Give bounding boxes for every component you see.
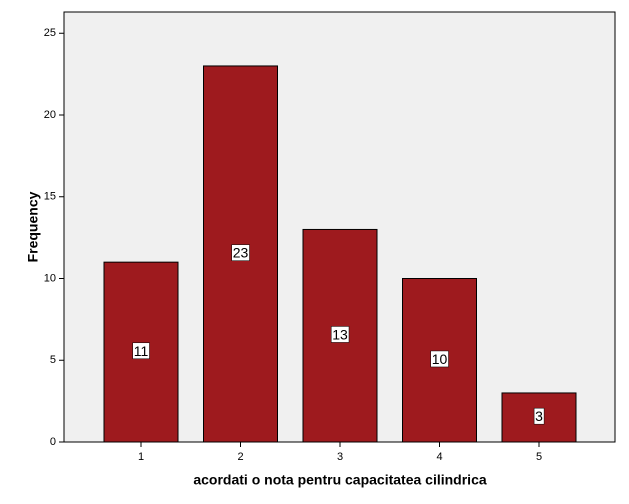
x-tick-label: 4 bbox=[436, 451, 442, 463]
x-tick-label: 2 bbox=[237, 451, 243, 463]
x-tick-label: 1 bbox=[138, 451, 144, 463]
data-label: 3 bbox=[535, 408, 543, 424]
data-label-box bbox=[430, 350, 449, 368]
y-axis-title: Frequency bbox=[25, 191, 41, 262]
y-tick-label: 10 bbox=[44, 272, 56, 284]
data-label: 13 bbox=[332, 326, 348, 342]
data-label-box bbox=[132, 342, 150, 360]
data-label: 23 bbox=[233, 245, 249, 261]
y-tick-label: 0 bbox=[50, 436, 56, 448]
x-tick-label: 5 bbox=[536, 451, 542, 463]
data-label-box bbox=[533, 407, 545, 425]
y-tick-label: 5 bbox=[50, 354, 56, 366]
data-label-box bbox=[330, 326, 350, 343]
data-label: 11 bbox=[134, 343, 149, 359]
y-tick-label: 15 bbox=[44, 191, 56, 203]
x-axis-title: acordati o nota pentru capacitatea cilin… bbox=[193, 472, 487, 488]
x-tick-label: 3 bbox=[337, 451, 343, 463]
data-label-box bbox=[231, 244, 250, 261]
y-tick-label: 20 bbox=[44, 109, 56, 121]
y-tick-label: 25 bbox=[44, 27, 56, 39]
data-label: 10 bbox=[432, 351, 448, 367]
